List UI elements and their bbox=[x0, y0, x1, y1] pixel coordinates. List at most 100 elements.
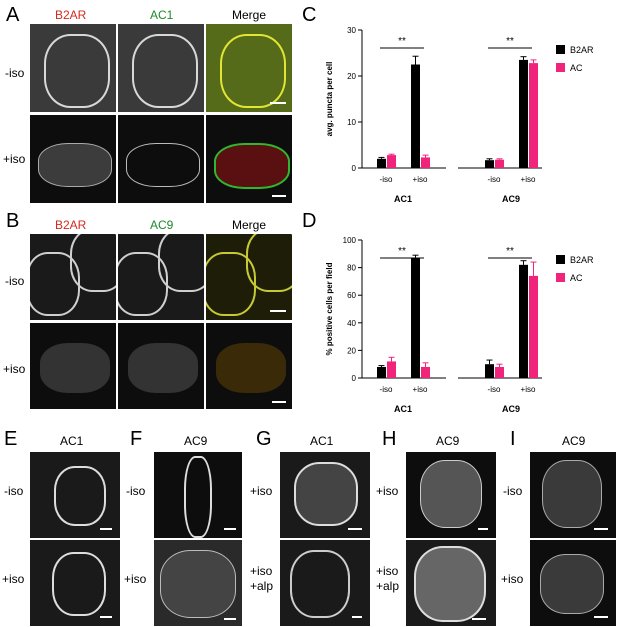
micrograph-i-plus-iso bbox=[530, 540, 616, 626]
micrograph-b-ac9-minus-iso bbox=[118, 234, 204, 320]
scale-bar bbox=[224, 528, 236, 530]
chart-d-significance-label: ** bbox=[398, 246, 406, 257]
panel-letter-h: H bbox=[382, 428, 397, 450]
scale-bar bbox=[272, 401, 286, 403]
micrograph-a-ac1-minus-iso bbox=[118, 24, 204, 112]
chart-c-bar-ac bbox=[421, 157, 430, 168]
panel-h-row-label-plus-alp: +alp bbox=[376, 579, 400, 593]
panel-b-header-ac9: AC9 bbox=[150, 218, 174, 232]
panel-a-header-merge: Merge bbox=[232, 8, 267, 22]
chart-d-bar-b2ar bbox=[485, 364, 494, 378]
panel-letter-i: I bbox=[510, 428, 516, 450]
scale-bar bbox=[100, 528, 112, 530]
panel-g-row-label-plus-iso: +iso bbox=[250, 484, 273, 498]
chart-d-y-tick-label: 80 bbox=[347, 264, 356, 273]
chart-c-y-tick-label: 30 bbox=[347, 26, 356, 35]
panel-letter-g: G bbox=[256, 428, 272, 450]
micrograph-e-minus-iso bbox=[30, 452, 120, 538]
chart-d-condition-label: +iso bbox=[521, 385, 536, 394]
micrograph-i-minus-iso bbox=[530, 452, 616, 538]
panel-e-title: AC1 bbox=[60, 434, 84, 448]
micrograph-b-merge-minus-iso bbox=[206, 234, 292, 320]
panel-e-row-label-plus-iso: +iso bbox=[2, 572, 25, 586]
panel-letter-d: D bbox=[302, 210, 317, 232]
chart-d-group-label: AC1 bbox=[394, 404, 412, 414]
chart-d-y-tick-label: 100 bbox=[343, 236, 357, 245]
panel-a-row-label-minus-iso: -iso bbox=[5, 66, 25, 80]
micrograph-h-plus-iso-plus-alp bbox=[406, 540, 496, 626]
chart-d-y-axis-label: % positive cells per field bbox=[325, 262, 334, 355]
panel-b-row-label-plus-iso: +iso bbox=[3, 362, 26, 376]
chart-d-bar-ac bbox=[387, 361, 396, 378]
chart-c-legend-swatch-b2ar bbox=[556, 45, 565, 54]
chart-d-group-label: AC9 bbox=[502, 404, 520, 414]
panel-f-row-label-plus-iso: +iso bbox=[124, 572, 147, 586]
chart-c-condition-label: +iso bbox=[521, 175, 536, 184]
chart-d-legend-swatch-b2ar bbox=[556, 255, 565, 264]
micrograph-g-plus-iso bbox=[280, 452, 370, 538]
chart-d-condition-label: -iso bbox=[488, 385, 501, 394]
panel-f-row-label-minus-iso: -iso bbox=[126, 484, 146, 498]
chart-c-condition-label: -iso bbox=[380, 175, 393, 184]
chart-d-bar-ac bbox=[421, 366, 430, 378]
chart-c-condition-label: +iso bbox=[413, 175, 428, 184]
chart-d-y-tick-label: 0 bbox=[352, 374, 357, 383]
chart-c-bar-b2ar bbox=[519, 59, 528, 168]
chart-d-condition-label: +iso bbox=[413, 385, 428, 394]
bar-chart-puncta: 0 10 20 30 avg. puncta per cell -iso +iso -iso +… bbox=[325, 26, 594, 204]
chart-c-y-axis-label: avg. puncta per cell bbox=[325, 62, 334, 137]
chart-d-bar-b2ar bbox=[411, 257, 420, 378]
chart-c-bar-ac bbox=[387, 155, 396, 168]
scale-bar bbox=[594, 528, 608, 530]
panel-e-row-label-minus-iso: -iso bbox=[4, 484, 24, 498]
panel-g-row-label-plus-alp: +alp bbox=[250, 579, 274, 593]
panel-letter-e: E bbox=[4, 428, 18, 450]
chart-d-bar-ac bbox=[495, 366, 504, 378]
micrograph-g-plus-iso-plus-alp bbox=[280, 540, 370, 626]
panel-letter-a: A bbox=[6, 4, 20, 26]
chart-d-bar-ac bbox=[529, 275, 538, 378]
chart-c-legend-label: AC bbox=[570, 63, 583, 73]
panel-i-row-label-plus-iso: +iso bbox=[501, 572, 524, 586]
scale-bar bbox=[270, 102, 286, 104]
scale-bar bbox=[352, 616, 362, 618]
chart-c-significance-label: ** bbox=[398, 36, 406, 47]
chart-c-bar-ac bbox=[529, 63, 538, 169]
panel-a-header-ac1: AC1 bbox=[150, 8, 174, 22]
scale-bar bbox=[100, 616, 112, 618]
panel-a-header-b2ar: B2AR bbox=[55, 8, 87, 22]
micrograph-b-merge-plus-iso bbox=[206, 323, 292, 409]
scale-bar bbox=[478, 528, 488, 530]
panel-b-header-b2ar: B2AR bbox=[55, 218, 87, 232]
chart-c-group-label: AC1 bbox=[394, 194, 412, 204]
chart-c-bar-ac bbox=[495, 159, 504, 168]
chart-d-bar-b2ar bbox=[519, 264, 528, 378]
micrograph-a-b2ar-minus-iso bbox=[30, 24, 116, 112]
panel-i-row-label-minus-iso: -iso bbox=[503, 484, 523, 498]
panel-h-row-label-plus-iso: +iso bbox=[376, 484, 399, 498]
chart-d-significance-label: ** bbox=[506, 246, 514, 257]
chart-d-bar-b2ar bbox=[377, 366, 386, 378]
chart-d-y-tick-label: 20 bbox=[347, 346, 356, 355]
chart-c-y-tick-label: 10 bbox=[347, 118, 356, 127]
panel-i-title: AC9 bbox=[562, 434, 586, 448]
panel-letter-b: B bbox=[6, 210, 20, 232]
scale-bar bbox=[472, 618, 486, 620]
panel-letter-c: C bbox=[302, 4, 317, 26]
chart-c-significance-label: ** bbox=[506, 36, 514, 47]
chart-c-y-tick-label: 20 bbox=[347, 72, 356, 81]
chart-c-legend-swatch-ac bbox=[556, 63, 565, 72]
scale-bar bbox=[348, 528, 362, 530]
micrograph-a-ac1-plus-iso bbox=[118, 115, 204, 203]
micrograph-f-minus-iso bbox=[154, 452, 242, 538]
micrograph-b-b2ar-plus-iso bbox=[30, 323, 116, 409]
chart-c-bar-b2ar bbox=[411, 64, 420, 168]
chart-c-bar-b2ar bbox=[377, 158, 386, 168]
micrograph-a-b2ar-plus-iso bbox=[30, 115, 116, 203]
micrograph-h-plus-iso bbox=[406, 452, 496, 538]
chart-c-bar-b2ar bbox=[485, 160, 494, 168]
scale-bar bbox=[594, 616, 608, 618]
micrograph-f-plus-iso bbox=[154, 540, 242, 626]
panel-g-row-label-plus-iso-2: +iso bbox=[250, 564, 273, 578]
chart-d-y-tick-label: 60 bbox=[347, 291, 356, 300]
